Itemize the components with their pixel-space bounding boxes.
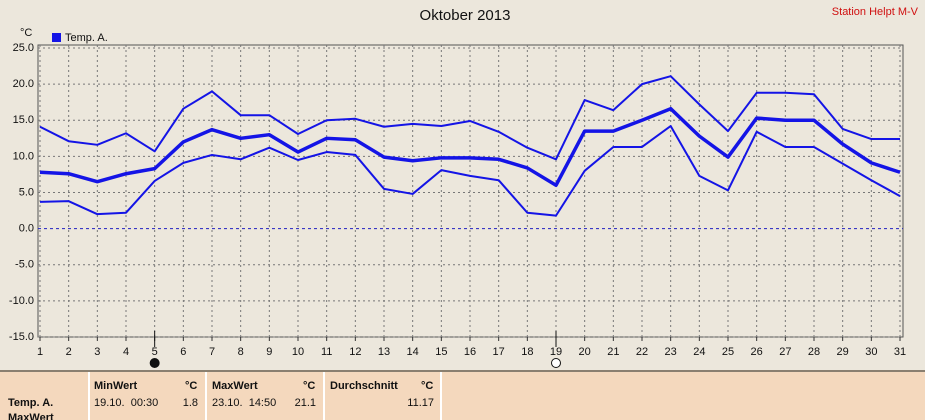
legend-swatch (52, 33, 61, 42)
x-tick-label: 23 (665, 346, 677, 358)
y-tick-label: 10.0 (13, 150, 34, 162)
x-tick-label: 10 (292, 346, 304, 358)
header: MaxWert (212, 380, 258, 392)
cell: 23.10. 14:50 (212, 397, 277, 409)
x-tick-label: 2 (66, 346, 72, 358)
y-tick-label: 25.0 (13, 42, 34, 54)
x-tick-label: 3 (94, 346, 100, 358)
legend-label: Temp. A. (65, 32, 108, 44)
x-tick-label: 8 (238, 346, 244, 358)
stats-table: MinWert °C MaxWert °C Durchschnitt °C Te… (0, 370, 925, 420)
y-tick-label: 15.0 (13, 114, 34, 126)
header: Durchschnitt (330, 380, 398, 392)
y-tick-label: -15.0 (9, 331, 34, 343)
header: °C (303, 380, 316, 392)
x-tick-label: 6 (180, 346, 186, 358)
x-tick-label: 25 (722, 346, 734, 358)
x-tick-label: 15 (435, 346, 447, 358)
line-max (39, 75, 900, 161)
x-tick-label: 31 (894, 346, 906, 358)
x-tick-label: 1 (37, 346, 43, 358)
x-tick-label: 24 (693, 346, 705, 358)
x-tick-label: 28 (808, 346, 820, 358)
separator (205, 372, 207, 420)
x-tick-label: 26 (751, 346, 763, 358)
line-min (39, 125, 901, 217)
chart-title: Oktober 2013 (420, 7, 511, 24)
separator (88, 372, 90, 420)
x-tick-label: 21 (607, 346, 619, 358)
x-tick-label: 5 (152, 346, 158, 358)
cell: 11.17 (407, 397, 434, 409)
x-tick-label: 17 (493, 346, 505, 358)
cell: 21.1 (294, 397, 316, 409)
y-tick-label: 5.0 (19, 186, 34, 198)
x-tick-label: 27 (779, 346, 791, 358)
row-label: Temp. A. (8, 397, 54, 409)
x-tick-label: 30 (865, 346, 877, 358)
chart: Oktober 2013 Station Helpt M-V °C Temp. … (9, 6, 919, 368)
x-tick-label: 18 (521, 346, 533, 358)
x-tick-label: 7 (209, 346, 215, 358)
header: °C (185, 380, 198, 392)
separator (323, 372, 325, 420)
moon-phase (551, 358, 561, 368)
x-tick-label: 14 (407, 346, 419, 358)
moon-phase (149, 358, 160, 368)
x-tick-label: 22 (636, 346, 648, 358)
y-tick-label: -10.0 (9, 295, 34, 307)
cell: 19.10. 00:30 (94, 397, 159, 409)
header: °C (421, 380, 434, 392)
x-tick-label: 4 (123, 346, 129, 358)
separator (440, 372, 442, 420)
y-tick-label: 20.0 (13, 78, 34, 90)
x-tick-label: 20 (579, 346, 591, 358)
y-axis-label: °C (20, 27, 32, 39)
x-tick-label: 12 (349, 346, 361, 358)
x-tick-label: 11 (321, 346, 332, 358)
row-label: MaxWert (8, 412, 54, 420)
cell: 1.8 (182, 397, 198, 409)
x-tick-label: 19 (550, 346, 562, 358)
header: MinWert (94, 380, 138, 392)
x-tick-label: 9 (266, 346, 272, 358)
y-tick-label: -5.0 (15, 259, 34, 271)
line-values (39, 106, 901, 188)
x-tick-label: 13 (378, 346, 390, 358)
x-tick-label: 29 (837, 346, 849, 358)
station-name: Station Helpt M-V (832, 6, 919, 18)
x-tick-label: 16 (464, 346, 476, 358)
y-tick-label: 0.0 (19, 223, 34, 235)
